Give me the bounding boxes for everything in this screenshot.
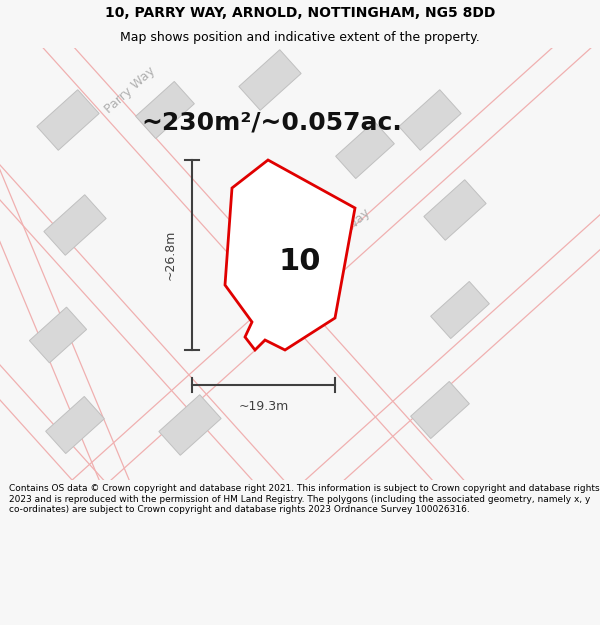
Polygon shape [37, 90, 99, 150]
Polygon shape [399, 90, 461, 150]
Polygon shape [424, 180, 486, 240]
Polygon shape [239, 50, 301, 110]
Text: 10: 10 [279, 248, 321, 276]
Polygon shape [431, 281, 490, 339]
Polygon shape [44, 195, 106, 255]
Text: Contains OS data © Crown copyright and database right 2021. This information is : Contains OS data © Crown copyright and d… [9, 484, 599, 514]
Polygon shape [335, 121, 394, 179]
Text: Map shows position and indicative extent of the property.: Map shows position and indicative extent… [120, 31, 480, 44]
Text: 10, PARRY WAY, ARNOLD, NOTTINGHAM, NG5 8DD: 10, PARRY WAY, ARNOLD, NOTTINGHAM, NG5 8… [105, 6, 495, 21]
Polygon shape [225, 160, 355, 350]
Text: Parry Way: Parry Way [102, 64, 158, 116]
Polygon shape [159, 395, 221, 455]
Text: ~19.3m: ~19.3m [238, 401, 289, 414]
Polygon shape [410, 381, 469, 439]
Polygon shape [46, 396, 104, 454]
Polygon shape [29, 307, 86, 363]
Text: Parry Way: Parry Way [317, 206, 373, 258]
Polygon shape [136, 81, 194, 139]
Text: ~230m²/~0.057ac.: ~230m²/~0.057ac. [142, 110, 403, 134]
Text: ~26.8m: ~26.8m [163, 230, 176, 280]
